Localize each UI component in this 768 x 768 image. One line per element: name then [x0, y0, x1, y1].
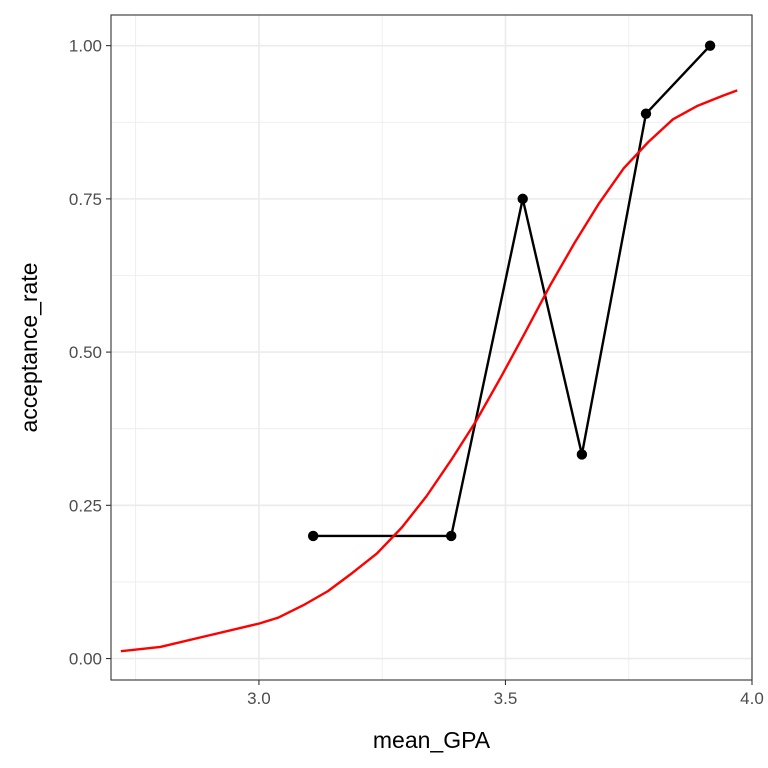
y-tick-label-3: 0.75 [69, 190, 102, 209]
x-tick-label-2: 4.0 [740, 689, 764, 708]
x-axis-title: mean_GPA [373, 727, 491, 753]
series-layer [120, 40, 738, 653]
series-0-point-3 [576, 449, 588, 460]
series-0-line [313, 44, 711, 538]
y-tick-label-0: 0.00 [69, 650, 102, 669]
y-tick-label-1: 0.25 [69, 496, 102, 515]
series-0-point-2 [517, 193, 528, 205]
panel-border [110, 14, 753, 681]
series-0-point-4 [640, 108, 652, 119]
series-1-line [120, 89, 738, 653]
x-tick-label-0: 3.0 [247, 689, 271, 708]
y-tick-label-2: 0.50 [69, 343, 102, 362]
series-0-point-1 [446, 530, 457, 542]
y-axis-ticks: 0.00 0.25 0.50 0.75 1.00 [69, 37, 111, 669]
y-axis-title: acceptance_rate [16, 262, 42, 432]
series-0-point-0 [307, 530, 319, 542]
x-axis-ticks: 3.0 3.5 4.0 [247, 680, 764, 708]
x-tick-label-1: 3.5 [494, 689, 518, 708]
grid-major [111, 15, 753, 680]
y-tick-label-4: 1.00 [69, 37, 102, 56]
series-0-point-5 [704, 40, 716, 51]
grid-minor [111, 15, 752, 680]
